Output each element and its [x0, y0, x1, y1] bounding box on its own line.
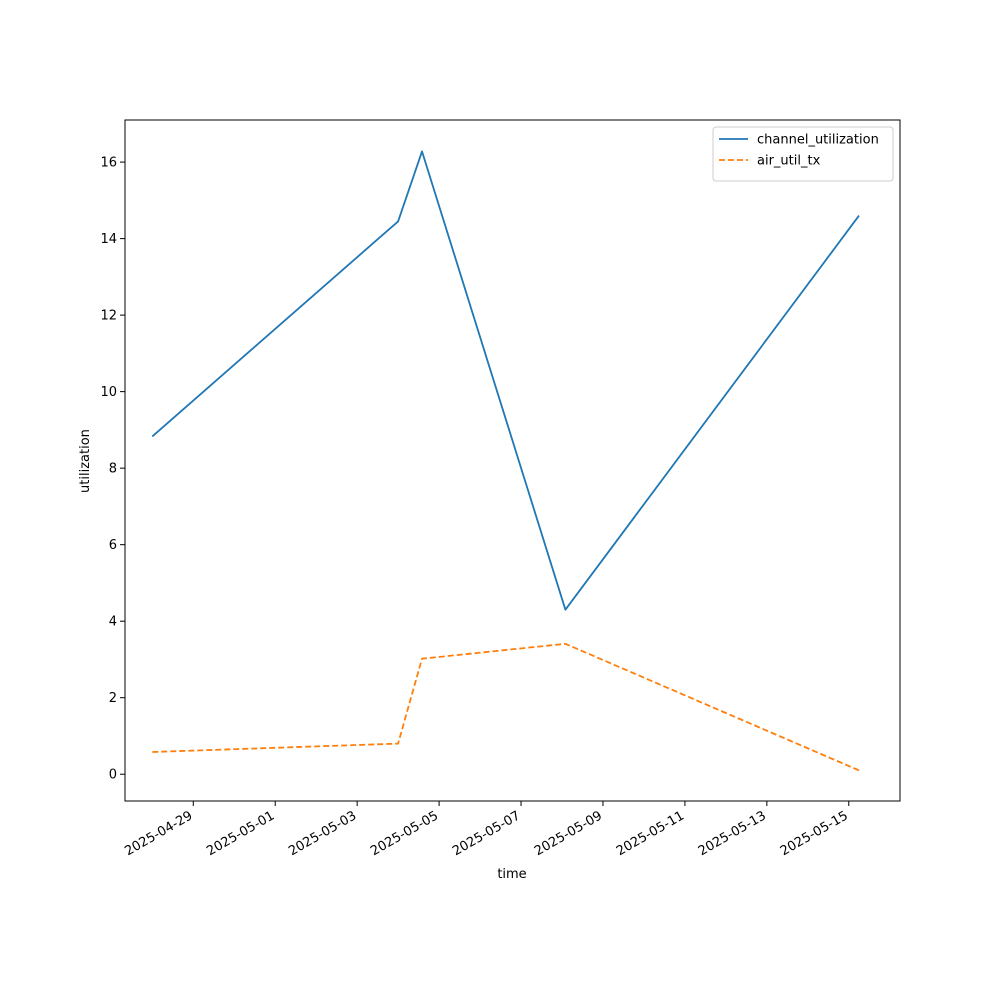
x-tick-label: 2025-05-13 [696, 808, 769, 859]
y-tick-label: 16 [100, 156, 117, 171]
y-tick-label: 8 [109, 462, 117, 477]
x-tick-label: 2025-05-03 [286, 808, 359, 859]
x-tick-label: 2025-05-11 [614, 808, 687, 859]
y-tick-label: 10 [100, 385, 117, 400]
x-tick-label: 2025-04-29 [122, 808, 195, 859]
series-layer [151, 150, 860, 772]
y-tick-label: 6 [109, 538, 117, 553]
x-tick-label: 2025-05-07 [450, 808, 523, 859]
series-line-air-util-tx [152, 642, 860, 772]
y-tick-label: 14 [100, 232, 117, 247]
y-tick-label: 2 [109, 691, 117, 706]
plot-frame [124, 119, 901, 802]
x-tick-label: 2025-05-01 [204, 808, 277, 859]
series-line-channel-utilization [151, 150, 860, 611]
legend-entry: channel_utilization [757, 133, 879, 148]
x-tick-label: 2025-05-15 [778, 808, 851, 859]
y-axis: 0 2 4 6 8 10 12 14 16 [100, 156, 125, 783]
x-axis: 2025-04-29 2025-05-01 2025-05-03 2025-05-05… [122, 801, 851, 859]
y-tick-label: 4 [109, 615, 117, 630]
legend-entry: air_util_tx [757, 154, 821, 169]
legend: channel_utilization air_util_tx [712, 126, 894, 182]
x-axis-title: time [497, 867, 526, 882]
x-tick-label: 2025-05-05 [368, 808, 441, 859]
plot-area [125, 120, 900, 801]
x-tick-label: 2025-05-09 [532, 808, 605, 859]
y-axis-title: utilization [78, 429, 93, 493]
y-tick-label: 0 [109, 768, 117, 783]
legend-box [712, 126, 894, 182]
y-tick-label: 12 [100, 309, 117, 324]
